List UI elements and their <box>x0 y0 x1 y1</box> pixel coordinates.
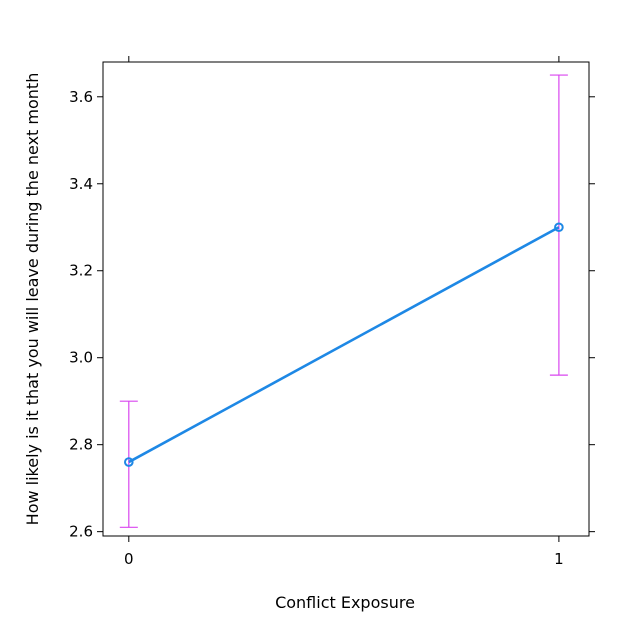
y-tick-label: 3.0 <box>69 349 93 367</box>
plot-frame <box>102 61 590 537</box>
y-tick-label: 3.6 <box>69 88 93 106</box>
x-tick-label: 0 <box>124 550 134 568</box>
x-tick-label: 1 <box>554 550 564 568</box>
y-tick-label: 3.4 <box>69 175 93 193</box>
error-bars <box>119 74 568 528</box>
data-point <box>554 222 564 233</box>
y-axis-title: How likely is it that you will leave dur… <box>23 73 42 526</box>
data-point <box>124 457 134 467</box>
y-tick-label: 2.6 <box>69 523 93 541</box>
series <box>124 222 564 467</box>
y-tick-label: 2.8 <box>69 436 93 454</box>
series-line <box>128 226 560 464</box>
x-axis-title: Conflict Exposure <box>275 593 415 612</box>
ticks <box>97 56 595 542</box>
y-tick-label: 3.2 <box>69 262 93 280</box>
tick-labels: 2.6 2.8 3.0 3.2 3.4 3.6 0 1 <box>69 88 564 568</box>
